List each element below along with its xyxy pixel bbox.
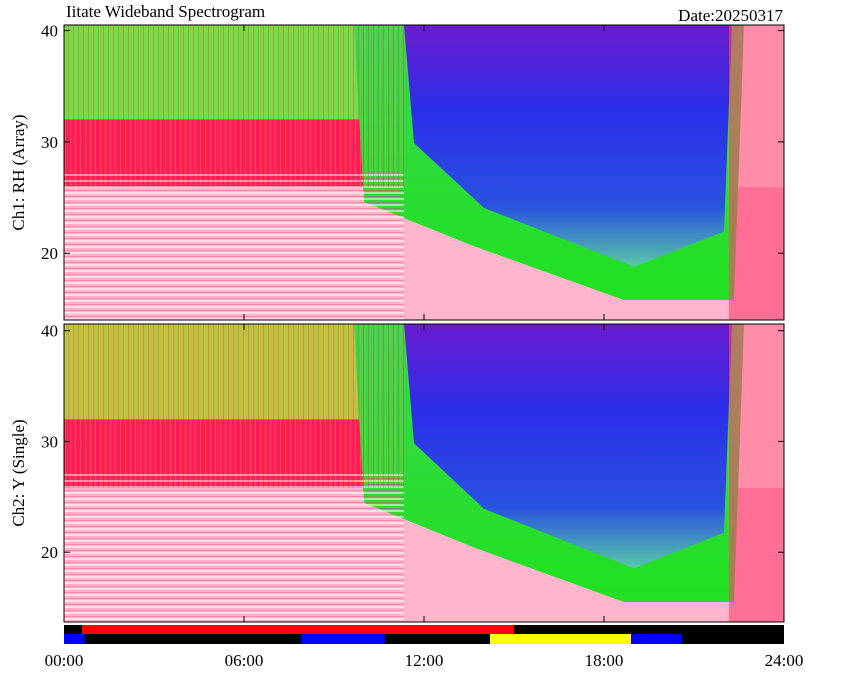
y-tick-label: 40 [41,22,58,41]
y-tick-label: 20 [41,244,58,263]
status-segment [514,625,784,634]
status-segment [82,625,514,634]
spectrogram-image [64,324,784,622]
status-segment [301,634,385,644]
status-segment [682,634,784,644]
y-tick-label: 30 [41,432,58,451]
x-tick-label: 00:00 [45,651,84,668]
spectrum-texture [64,172,404,320]
x-tick-label: 18:00 [585,651,624,668]
x-tick-label: 12:00 [405,651,444,668]
status-segment [385,634,490,644]
y-axis-label: Ch1: RH (Array) [9,114,28,230]
spectrum-texture [64,25,404,188]
spectrum-right [729,324,784,622]
status-segment [631,634,682,644]
spectrum-texture [64,473,404,622]
spectrum-texture [64,324,404,488]
status-segment [85,634,301,644]
chart-date: Date:20250317 [678,6,783,25]
y-tick-label: 40 [41,322,58,341]
x-tick-label: 24:00 [765,651,804,668]
status-segment [64,634,85,644]
y-axis-label: Ch2: Y (Single) [9,419,28,526]
status-segment [490,634,631,644]
spectrogram-image [64,25,784,320]
spectrum-right [729,25,784,320]
y-tick-label: 30 [41,133,58,152]
y-tick-label: 20 [41,543,58,562]
status-segment [64,625,82,634]
spectrum-blue [404,324,732,569]
x-tick-label: 06:00 [225,651,264,668]
spectrum-blue [404,25,732,267]
chart-title: Iitate Wideband Spectrogram [66,2,265,21]
